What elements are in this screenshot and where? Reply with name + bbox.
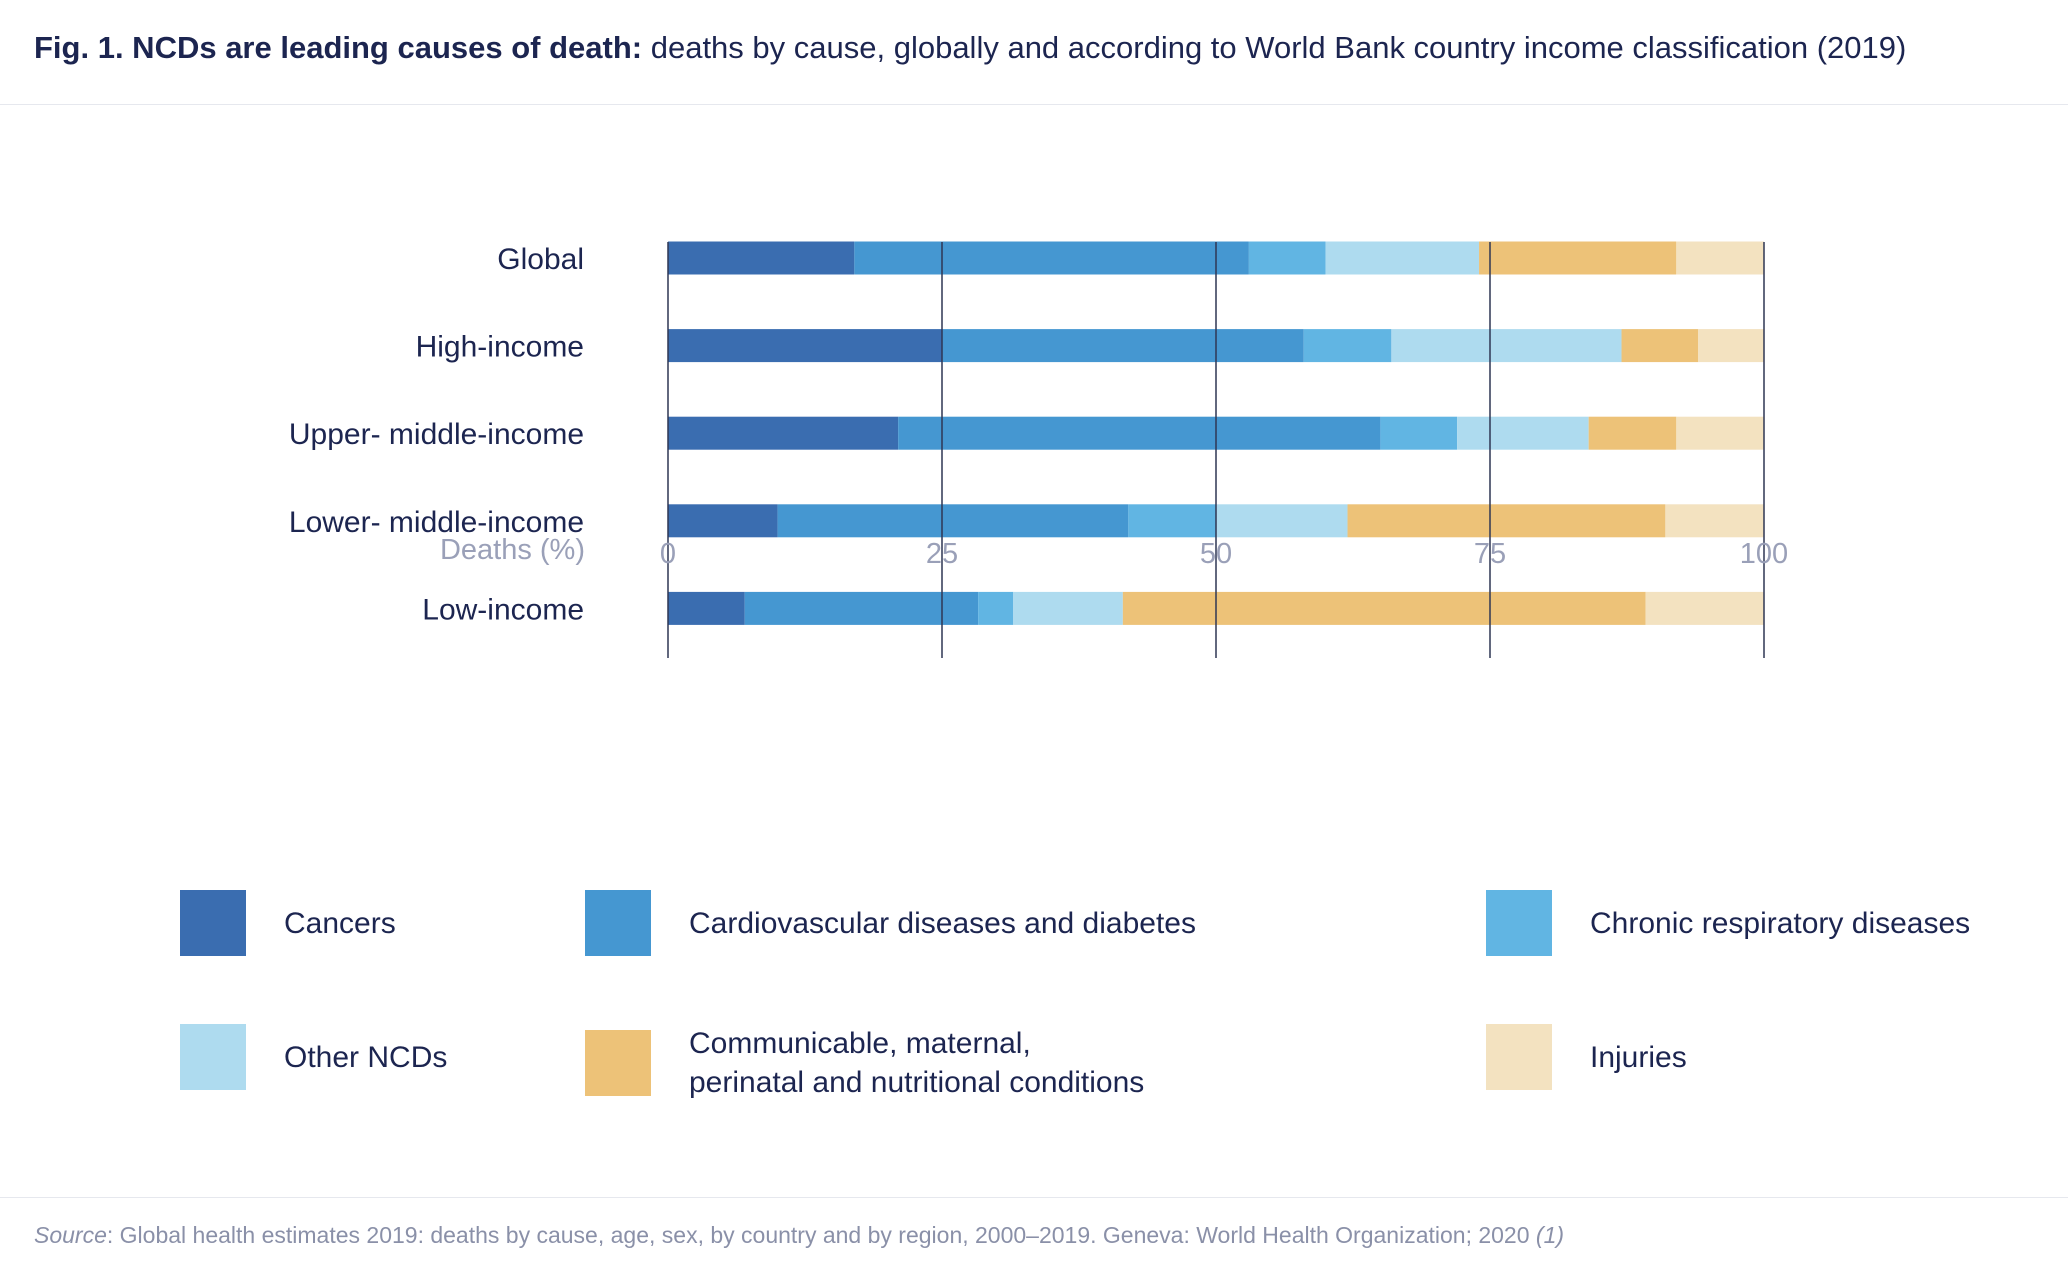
bar-segment (978, 591, 1014, 625)
legend-swatch (585, 1030, 651, 1096)
source-label: Source (34, 1222, 107, 1248)
legend-swatch (180, 1024, 246, 1090)
bar-segment (668, 591, 745, 625)
bar-segment (1645, 591, 1764, 625)
stacked-bar-chart: Global High-income Upper- middle-income Low… (289, 241, 1788, 658)
category-label: Low-income (422, 593, 584, 626)
legend-swatch (585, 890, 651, 956)
bar-segment (1128, 504, 1216, 538)
bar-segment (1013, 591, 1123, 625)
x-tick-label: 100 (1740, 538, 1788, 570)
bar-segment (668, 504, 778, 538)
legend-swatch (180, 890, 246, 956)
legend-swatch (1486, 890, 1552, 956)
x-tick-label: 50 (1200, 538, 1232, 570)
source-text: : Global health estimates 2019: deaths b… (106, 1222, 1536, 1248)
bar-segment (777, 504, 1129, 538)
bar-segment (668, 416, 899, 450)
category-label: High-income (416, 331, 584, 364)
x-tick-label: 75 (1474, 538, 1506, 570)
bar-segment (1676, 241, 1764, 275)
bar-segment (1248, 241, 1326, 275)
figure-title: Fig. 1. NCDs are leading causes of death… (34, 30, 1906, 66)
bar-segment (942, 329, 1304, 363)
bar-segment (1588, 416, 1677, 450)
bar-segment (854, 241, 1249, 275)
legend-label: Chronic respiratory diseases (1590, 906, 1971, 940)
legend-item: Communicable, maternal, perinatal and nu… (585, 1024, 1144, 1102)
bar-segment (1676, 416, 1764, 450)
legend-label: Cardiovascular diseases and diabetes (689, 906, 1196, 940)
bar-segment (1325, 241, 1480, 275)
bar-segment (1347, 504, 1666, 538)
x-tick-label: 25 (926, 538, 958, 570)
bar-segment (1303, 329, 1392, 363)
header-divider (0, 104, 2068, 105)
bar-segment (1391, 329, 1622, 363)
bar-segment (1380, 416, 1458, 450)
legend-label: Cancers (284, 906, 396, 940)
x-tick-label: 0 (660, 538, 676, 570)
legend-item: Other NCDs (180, 1024, 447, 1090)
legend-label: Injuries (1590, 1040, 1687, 1074)
x-axis-label: Deaths (%) (440, 534, 585, 566)
bar-segment (1479, 241, 1677, 275)
category-label: Global (497, 243, 584, 276)
figure-title-rest: deaths by cause, globally and according … (642, 30, 1907, 65)
bar-segment (668, 329, 942, 363)
category-label: Upper- middle-income (289, 418, 584, 451)
legend-item: Cancers (180, 890, 396, 956)
bar-segment (1698, 329, 1764, 363)
bar-segment (1621, 329, 1699, 363)
bar-segment (744, 591, 979, 625)
category-label: Lower- middle-income (289, 506, 584, 539)
bar-segment (1665, 504, 1764, 538)
legend-item: Injuries (1486, 1024, 1687, 1090)
legend-item: Chronic respiratory diseases (1486, 890, 1970, 956)
legend-label: Other NCDs (284, 1040, 448, 1074)
legend-swatch (1486, 1024, 1552, 1090)
bar-segment (668, 241, 855, 275)
footer-divider (0, 1197, 2068, 1198)
bar-segment (1122, 591, 1646, 625)
legend-label: Communicable, maternal, perinatal and nu… (689, 1027, 1145, 1099)
source-note: Source: Global health estimates 2019: de… (34, 1222, 1564, 1249)
source-ref: (1) (1535, 1222, 1565, 1248)
bar-segment (1457, 416, 1589, 450)
bar-segment (898, 416, 1381, 450)
bar-segment (1216, 504, 1348, 538)
figure-title-bold: Fig. 1. NCDs are leading causes of death… (34, 30, 643, 65)
legend-item: Cardiovascular diseases and diabetes (585, 890, 1196, 956)
